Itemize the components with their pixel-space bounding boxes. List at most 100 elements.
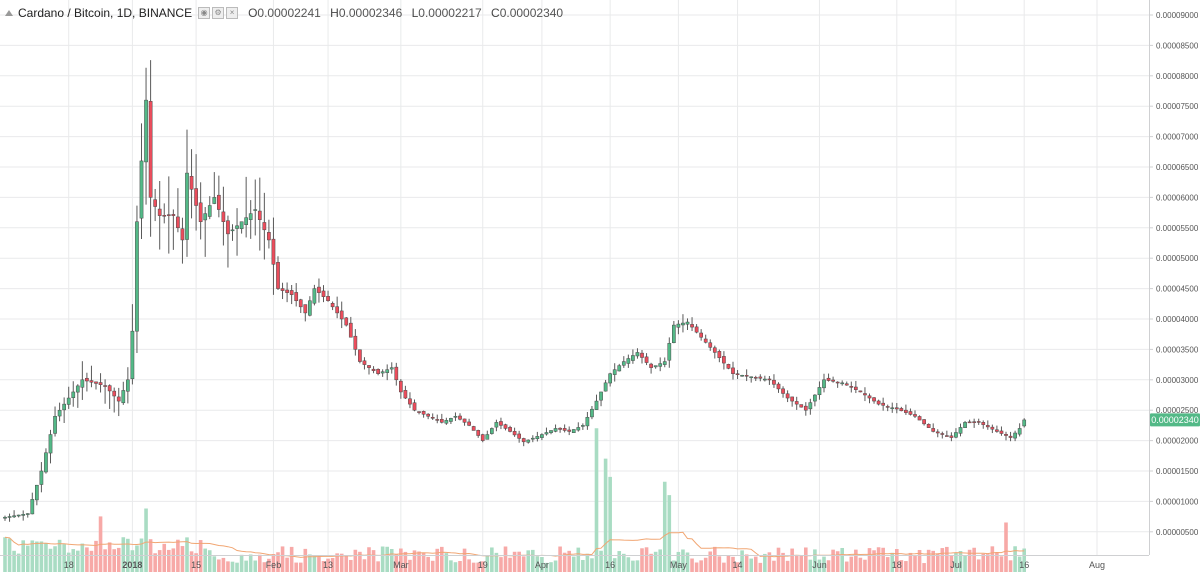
candle-up	[631, 355, 635, 361]
eye-icon[interactable]: ◉	[198, 7, 211, 19]
candle-down	[194, 188, 198, 206]
candle-down	[940, 433, 945, 435]
price-axis[interactable]: 0.00009000 0.00008500 0.00008000 0.00007500…	[1149, 11, 1199, 537]
candle-down	[831, 379, 835, 382]
candle-up	[308, 300, 312, 316]
volume-bar	[226, 561, 230, 575]
volume-bar	[972, 547, 976, 575]
candle-up	[7, 516, 12, 518]
volume-bar	[599, 550, 603, 575]
candle-down	[567, 429, 572, 432]
candle-down	[335, 306, 339, 314]
candle-up	[1022, 419, 1027, 427]
volume-bar	[476, 562, 480, 575]
volume-bar	[808, 559, 813, 575]
volume-bar	[53, 546, 57, 575]
volume-bar	[426, 556, 430, 575]
candle-up	[599, 391, 603, 401]
close-icon[interactable]: ×	[226, 7, 239, 19]
candle-up	[763, 378, 767, 381]
volume-bar	[603, 458, 608, 575]
volume-bar	[62, 544, 66, 575]
y-tick-label: 0.00006000	[1156, 193, 1199, 202]
y-tick-label: 0.00002000	[1156, 437, 1199, 446]
volume-bar	[981, 553, 986, 575]
volume-bar	[581, 559, 585, 575]
candle-down	[94, 381, 98, 384]
volume-bar	[194, 553, 198, 575]
candle-up	[62, 403, 66, 411]
volume-bar	[722, 562, 726, 575]
candle-up	[612, 369, 617, 375]
volume-bar	[986, 554, 990, 575]
candle-down	[157, 208, 162, 216]
candle-up	[626, 358, 631, 364]
volume-bar	[708, 551, 713, 575]
volume-bar	[567, 550, 571, 575]
candle-down	[262, 222, 267, 231]
y-tick-label: 0.00006500	[1156, 163, 1199, 172]
candle-down	[767, 378, 772, 381]
candle-up	[608, 373, 612, 384]
candle-down	[794, 401, 799, 405]
volume-bar	[244, 560, 248, 575]
volume-bar	[940, 548, 945, 575]
volume-bar	[144, 508, 148, 575]
candle-down	[917, 416, 922, 421]
last-price-box	[1150, 413, 1200, 427]
candle-down	[772, 379, 776, 385]
volume-bar	[717, 556, 722, 575]
y-tick-label: 0.00005000	[1156, 254, 1199, 263]
volume-bar	[544, 562, 549, 575]
time-axis[interactable]: 18 2018 15 Feb 13 Mar 19 Apr 16 May 14 Jun 18 Jul 16 Au…	[64, 560, 1105, 570]
volume-bar	[276, 552, 280, 575]
candle-down	[480, 434, 485, 441]
candle-down	[981, 422, 986, 425]
candle-up	[253, 209, 258, 211]
y-tick-label: 0.00003000	[1156, 376, 1199, 385]
volume-bar	[353, 549, 358, 575]
candle-down	[558, 427, 562, 430]
candle-up	[530, 437, 535, 440]
candle-up	[590, 408, 594, 418]
volume-bar	[16, 553, 21, 575]
candle-down	[744, 375, 749, 377]
candle-up	[449, 418, 453, 422]
volume-bar	[508, 557, 512, 575]
volume-bar	[139, 538, 144, 575]
volume-bar	[931, 550, 935, 575]
candle-down	[289, 290, 294, 295]
volume-bar	[685, 552, 690, 575]
high-label: H	[330, 6, 339, 20]
volume-bar	[535, 556, 540, 575]
volume-bar	[935, 553, 940, 575]
symbol-title[interactable]: Cardano / Bitcoin, 1D, BINANCE	[18, 6, 193, 20]
candle-down	[458, 415, 462, 420]
volume-bar	[98, 516, 103, 575]
candle-down	[112, 390, 117, 397]
volume-bar	[349, 559, 353, 575]
candle-down	[690, 324, 694, 328]
volume-bar	[258, 554, 262, 575]
volume-bar	[312, 556, 317, 575]
volume-bar	[831, 549, 835, 575]
candle-down	[512, 431, 517, 436]
volume-bar	[239, 554, 244, 575]
candle-up	[312, 288, 317, 304]
candle-down	[403, 390, 408, 399]
collapse-arrow-icon[interactable]	[4, 8, 14, 18]
volume-bar	[499, 557, 503, 575]
volume-bar	[162, 543, 167, 575]
volume-bar	[699, 560, 703, 575]
candle-up	[681, 322, 685, 326]
candle-up	[581, 425, 585, 427]
candle-up	[544, 432, 549, 435]
volume-bar	[89, 550, 94, 575]
settings-icon[interactable]: ⚙	[212, 7, 225, 19]
close-label: C	[491, 6, 500, 20]
x-tick-label: 16	[605, 560, 615, 570]
volume-bar	[744, 554, 749, 575]
volume-bar	[640, 548, 644, 575]
